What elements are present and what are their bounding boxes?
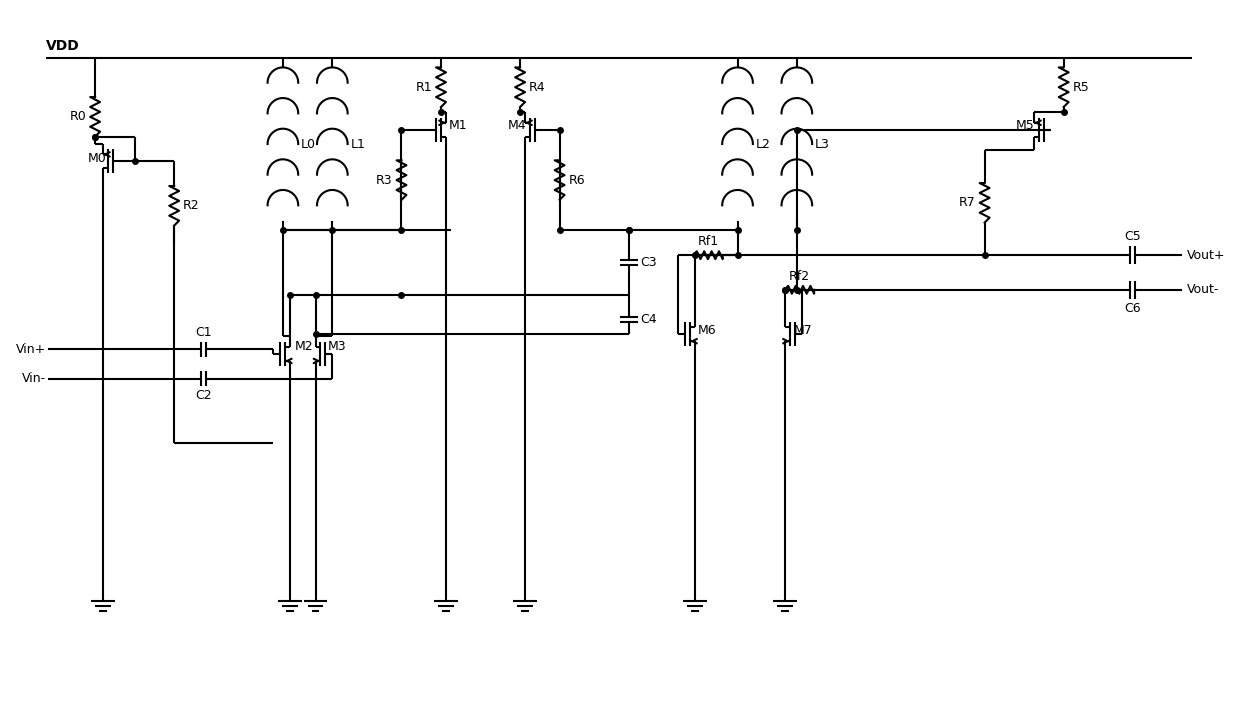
Text: M6: M6 bbox=[698, 324, 716, 337]
Text: M1: M1 bbox=[449, 119, 467, 132]
Text: R6: R6 bbox=[569, 174, 585, 186]
Text: Vout-: Vout- bbox=[1187, 283, 1219, 296]
Text: R0: R0 bbox=[69, 111, 87, 124]
Text: M4: M4 bbox=[507, 119, 525, 132]
Text: M5: M5 bbox=[1016, 119, 1035, 132]
Text: Rf2: Rf2 bbox=[789, 270, 810, 283]
Text: VDD: VDD bbox=[46, 39, 79, 53]
Text: L2: L2 bbox=[756, 138, 771, 151]
Text: R7: R7 bbox=[959, 196, 976, 209]
Text: Vin+: Vin+ bbox=[15, 343, 46, 356]
Text: Vin-: Vin- bbox=[21, 372, 46, 386]
Text: L3: L3 bbox=[815, 138, 830, 151]
Text: M2: M2 bbox=[295, 340, 313, 353]
Text: M3: M3 bbox=[327, 340, 346, 353]
Text: R4: R4 bbox=[529, 81, 545, 94]
Text: M7: M7 bbox=[794, 324, 813, 337]
Text: Rf1: Rf1 bbox=[698, 236, 719, 248]
Text: C6: C6 bbox=[1125, 301, 1141, 315]
Text: R3: R3 bbox=[375, 174, 393, 186]
Text: Vout+: Vout+ bbox=[1187, 248, 1225, 262]
Text: L0: L0 bbox=[301, 138, 316, 151]
Text: M0: M0 bbox=[88, 152, 107, 165]
Text: R5: R5 bbox=[1073, 81, 1089, 94]
Text: L1: L1 bbox=[351, 138, 366, 151]
Text: C2: C2 bbox=[196, 389, 212, 402]
Text: R1: R1 bbox=[415, 81, 432, 94]
Text: C4: C4 bbox=[641, 313, 658, 326]
Text: C5: C5 bbox=[1125, 231, 1141, 243]
Text: C3: C3 bbox=[641, 256, 658, 269]
Text: C1: C1 bbox=[196, 326, 212, 338]
Text: R2: R2 bbox=[183, 199, 199, 212]
